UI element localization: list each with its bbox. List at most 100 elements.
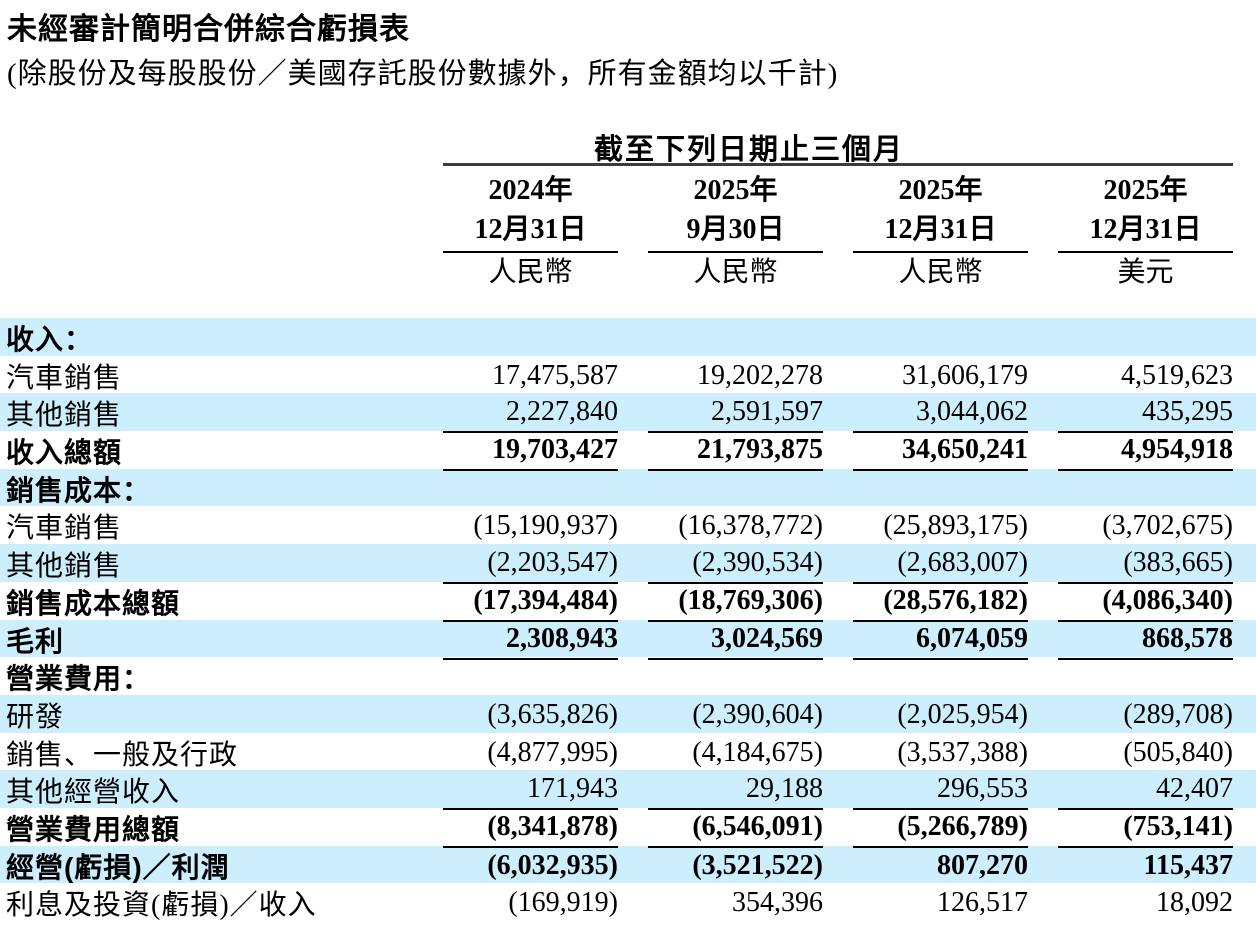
row-value: 17,475,587 <box>492 359 618 391</box>
table-body: 收入： 汽車銷售 17,475,587 19,202,278 31,606,179 4,5… <box>0 318 1256 921</box>
column-header: 2025年 12月31日 人民幣 <box>853 171 1028 291</box>
row-value <box>648 318 823 358</box>
row-value: (17,394,484) <box>443 582 618 622</box>
row-value: (28,576,182) <box>853 582 1028 622</box>
row-value: 126,517 <box>937 887 1028 919</box>
row-value: (16,378,772) <box>678 510 823 542</box>
row-value: 296,553 <box>853 770 1028 811</box>
row-label: 營業費用總額 <box>6 813 181 845</box>
row-value: 435,295 <box>1058 393 1233 434</box>
column-currency: 美元 <box>1117 257 1174 288</box>
label-column-spacer <box>0 171 413 291</box>
row-value: 6,074,059 <box>853 620 1028 660</box>
row-value: (4,184,675) <box>692 736 823 768</box>
row-value <box>443 469 618 509</box>
table-row: 其他銷售 2,227,840 2,591,597 3,044,062 435,295 <box>0 393 1256 434</box>
row-value: 115,437 <box>1143 849 1233 881</box>
row-value: (383,665) <box>1058 544 1233 585</box>
row-label: 經營(虧損)／利潤 <box>6 851 230 883</box>
row-value: (289,708) <box>1123 698 1233 730</box>
row-label: 其他銷售 <box>6 400 123 432</box>
table-column-headers: 2024年 12月31日 人民幣 2025年 9月30日 人民幣 2025年 1… <box>0 171 1256 291</box>
column-header: 2025年 12月31日 美元 <box>1058 171 1233 291</box>
row-label: 研發 <box>6 701 65 733</box>
column-currency: 人民幣 <box>898 257 983 288</box>
column-date: 12月31日 <box>853 211 1028 253</box>
row-label: 銷售成本： <box>6 474 152 506</box>
row-value: (8,341,878) <box>443 808 618 848</box>
row-value: (505,840) <box>1123 736 1233 768</box>
row-value: 354,396 <box>732 887 823 919</box>
row-value: (15,190,937) <box>473 510 618 542</box>
row-value: (4,086,340) <box>1058 582 1233 622</box>
row-value: 3,044,062 <box>853 393 1028 434</box>
row-value <box>853 657 1028 697</box>
row-label: 其他銷售 <box>6 551 123 583</box>
row-value: (4,877,995) <box>487 736 618 768</box>
row-value: 2,308,943 <box>443 620 618 660</box>
row-value: (3,702,675) <box>1102 510 1233 542</box>
row-value: 3,024,569 <box>648 620 823 660</box>
row-value: (2,025,954) <box>897 698 1028 730</box>
row-value: (2,390,534) <box>648 544 823 585</box>
row-label: 營業費用： <box>6 663 152 695</box>
header-rule <box>443 163 1233 166</box>
page-subtitle: (除股份及每股股份／美國存託股份數據外，所有金額均以千計) <box>7 58 839 90</box>
table-row: 營業費用總額 (8,341,878) (6,546,091) (5,266,789) (… <box>0 808 1256 848</box>
column-year: 2025年 <box>898 175 983 206</box>
row-value: (753,141) <box>1058 808 1233 848</box>
row-value: (169,919) <box>508 887 618 919</box>
row-value <box>853 469 1028 509</box>
row-value: (5,266,789) <box>853 808 1028 848</box>
table-row: 銷售成本： <box>0 468 1256 509</box>
row-value: 2,591,597 <box>648 393 823 434</box>
column-group-header: 截至下列日期止三個月 <box>594 134 905 166</box>
table-row: 研發 (3,635,826) (2,390,604) (2,025,954) (289,… <box>0 694 1256 733</box>
row-label: 汽車銷售 <box>6 362 123 394</box>
row-value: (25,893,175) <box>883 510 1028 542</box>
row-value: 34,650,241 <box>853 431 1028 472</box>
table-row: 收入總額 19,703,427 21,793,875 34,650,241 4,954,… <box>0 431 1256 472</box>
table-row: 汽車銷售 17,475,587 19,202,278 31,606,179 4,519,… <box>0 356 1256 394</box>
column-currency: 人民幣 <box>693 257 778 288</box>
row-label: 銷售、一般及行政 <box>6 739 239 771</box>
table-row: 汽車銷售 (15,190,937) (16,378,772) (25,893,175)… <box>0 506 1256 544</box>
column-header: 2024年 12月31日 人民幣 <box>443 171 618 291</box>
row-value <box>1058 469 1233 509</box>
row-label: 毛利 <box>6 625 65 657</box>
column-header: 2025年 9月30日 人民幣 <box>648 171 823 291</box>
row-value <box>1058 657 1233 697</box>
row-label: 收入： <box>6 324 94 355</box>
row-value: 2,227,840 <box>443 393 618 434</box>
row-label: 收入總額 <box>6 437 123 469</box>
row-value: (6,032,935) <box>487 849 618 881</box>
table-row: 利息及投資(虧損)／收入 (169,919) 354,396 126,517 18,09… <box>0 883 1256 921</box>
column-year: 2024年 <box>488 175 573 206</box>
table-row: 其他銷售 (2,203,547) (2,390,534) (2,683,007) (38… <box>0 544 1256 585</box>
row-value: (2,203,547) <box>443 544 618 585</box>
row-value: 21,793,875 <box>648 431 823 472</box>
column-date: 12月31日 <box>1058 211 1233 253</box>
row-value <box>853 318 1028 358</box>
row-value: 807,270 <box>937 849 1028 881</box>
table-row: 銷售成本總額 (17,394,484) (18,769,306) (28,576,18… <box>0 582 1256 622</box>
row-value: 29,188 <box>648 770 823 811</box>
table-row: 營業費用： <box>0 657 1256 695</box>
row-value: 4,954,918 <box>1058 431 1233 472</box>
row-value: (2,390,604) <box>692 698 823 730</box>
row-value: (3,635,826) <box>487 698 618 730</box>
table-row: 銷售、一般及行政 (4,877,995) (4,184,675) (3,537,388… <box>0 733 1256 771</box>
row-value: (3,521,522) <box>692 849 823 881</box>
row-label: 銷售成本總額 <box>6 587 181 619</box>
row-label: 利息及投資(虧損)／收入 <box>6 890 317 922</box>
row-value: (18,769,306) <box>648 582 823 622</box>
table-row: 毛利 2,308,943 3,024,569 6,074,059 868,578 <box>0 619 1256 660</box>
table-row: 收入： <box>0 318 1256 356</box>
table-row: 經營(虧損)／利潤 (6,032,935) (3,521,522) 807,270 11… <box>0 845 1256 884</box>
row-value: (6,546,091) <box>648 808 823 848</box>
column-year: 2025年 <box>1103 175 1188 206</box>
row-value <box>443 657 618 697</box>
row-value <box>648 657 823 697</box>
row-value: 19,202,278 <box>697 359 823 391</box>
